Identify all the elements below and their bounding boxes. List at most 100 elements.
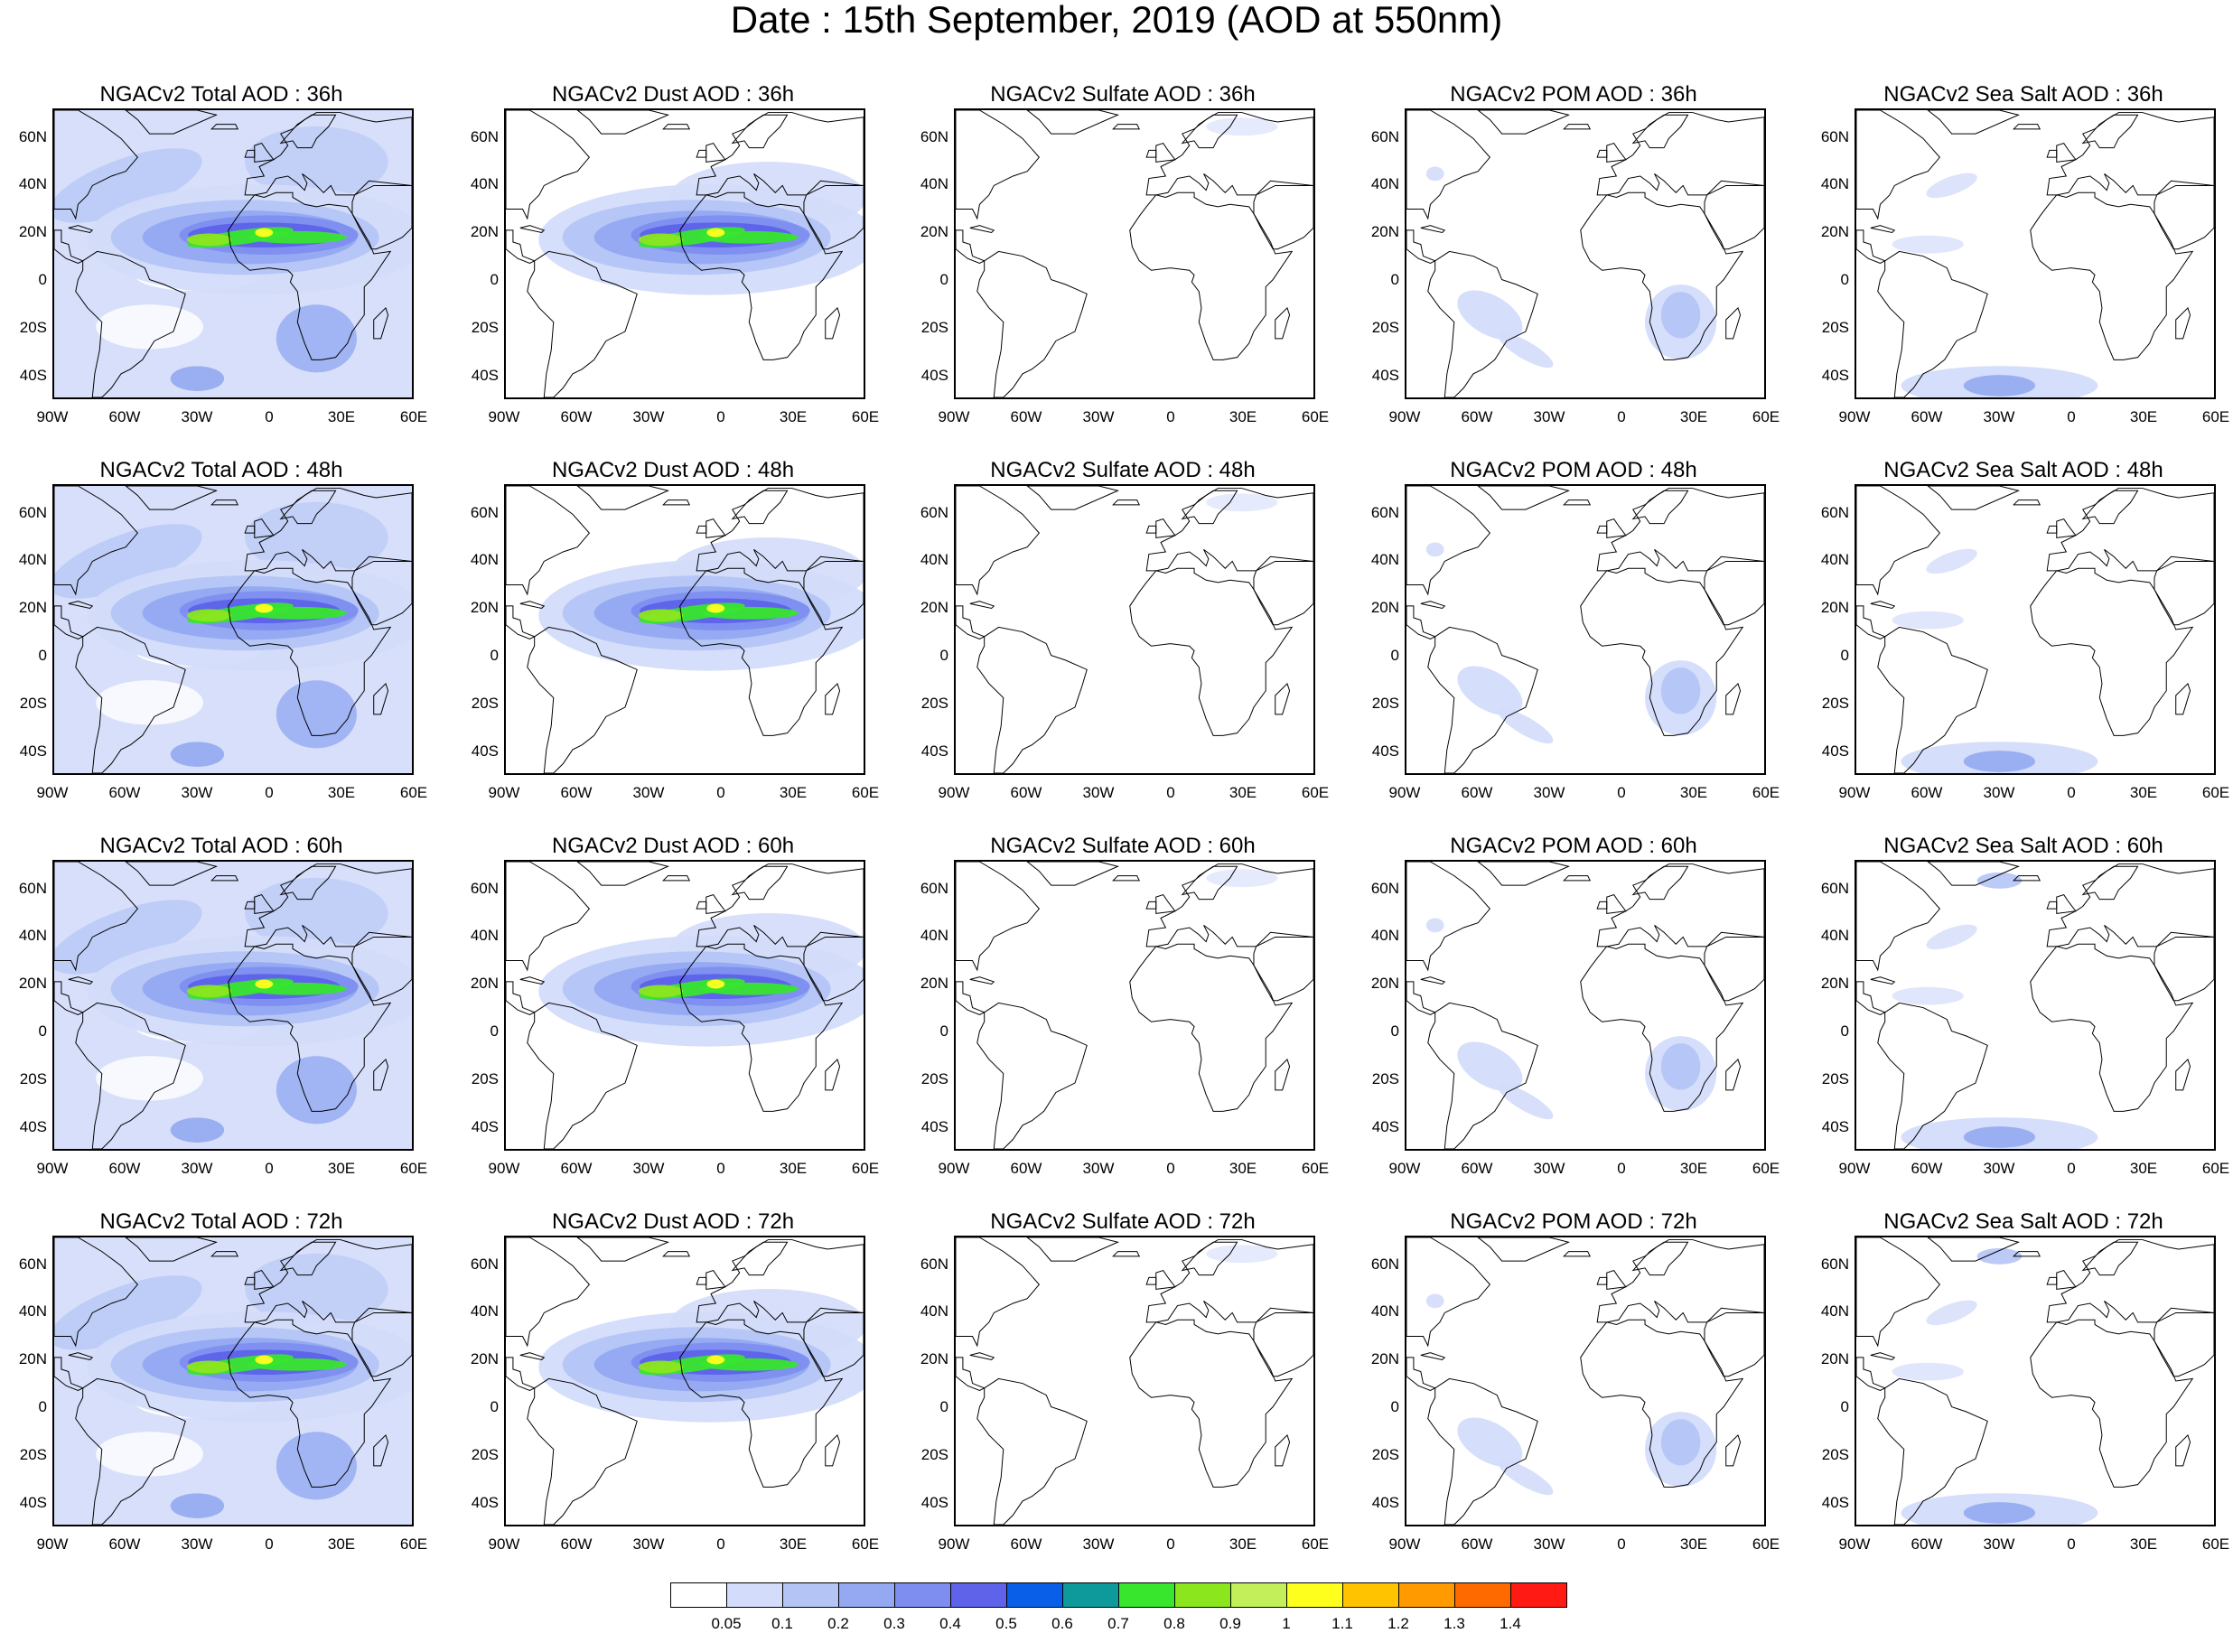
lat-tick-label: 60N <box>1820 127 1849 145</box>
map-panel: NGACv2 Sulfate AOD : 60h 60N 40N 20N 0 20S 40S… <box>902 835 1344 1205</box>
colorbar-label: 0.2 <box>827 1615 849 1632</box>
aod-map <box>54 1237 412 1525</box>
lat-tick-label: 20S <box>1371 1445 1399 1463</box>
lat-tick-label: 0 <box>939 647 948 665</box>
map-frame <box>1855 108 2216 399</box>
colorbar-label: 1.3 <box>1444 1615 1465 1632</box>
lon-tick-label: 0 <box>1617 408 1626 425</box>
lat-tick-label: 60N <box>470 127 499 145</box>
lat-tick-label: 20N <box>18 223 47 241</box>
colorbar-label: 0.5 <box>995 1615 1017 1632</box>
lon-tick-label: 0 <box>265 1535 274 1553</box>
panel-title: NGACv2 Sulfate AOD : 60h <box>990 834 1256 858</box>
panel-title: NGACv2 POM AOD : 48h <box>1450 458 1697 482</box>
lat-tick-label: 40S <box>471 366 499 384</box>
lat-tick-label: 20S <box>1371 1069 1399 1087</box>
lon-tick-label: 60E <box>2201 1160 2230 1177</box>
lon-tick-label: 30W <box>181 408 213 425</box>
panel-title: NGACv2 Total AOD : 48h <box>99 458 343 482</box>
lat-tick-label: 20N <box>920 975 948 993</box>
lon-tick-label: 60E <box>399 784 428 801</box>
lon-tick-label: 30E <box>2129 408 2158 425</box>
map-panel: NGACv2 Total AOD : 72h 60N 40N 20N 0 20S 40S 90… <box>0 1210 443 1581</box>
lat-tick-label: 40N <box>18 1302 47 1321</box>
panel-title: NGACv2 Dust AOD : 60h <box>551 834 795 858</box>
lat-tick-label: 60N <box>18 1255 47 1273</box>
map-panel: NGACv2 POM AOD : 72h 60N 40N 20N 0 20S 40S 90W 6… <box>1352 1210 1795 1581</box>
lat-tick-label: 40S <box>1371 366 1399 384</box>
lon-tick-label: 30W <box>181 1535 213 1553</box>
lat-tick-label: 40S <box>920 1493 948 1511</box>
aod-map <box>1856 1237 2214 1525</box>
lon-tick-label: 60W <box>1911 1535 1943 1553</box>
map-frame <box>954 484 1315 775</box>
lat-tick-label: 0 <box>939 271 948 289</box>
lon-tick-label: 60E <box>851 1160 880 1177</box>
lat-tick-label: 40N <box>18 927 47 945</box>
lat-tick-label: 60N <box>18 127 47 145</box>
lat-tick-label: 20N <box>1370 223 1399 241</box>
lon-tick-label: 30W <box>1983 1160 2015 1177</box>
lon-tick-label: 30W <box>1082 408 1115 425</box>
lon-tick-label: 30E <box>779 784 808 801</box>
lat-tick-label: 20N <box>18 975 47 993</box>
colorbar-swatch <box>726 1582 783 1608</box>
map-panel: NGACv2 POM AOD : 60h 60N 40N 20N 0 20S 40S 90W 6… <box>1352 835 1795 1205</box>
lon-tick-label: 30W <box>632 408 665 425</box>
lon-tick-label: 90W <box>1388 408 1421 425</box>
aod-map <box>506 862 864 1149</box>
lat-tick-label: 20N <box>1370 975 1399 993</box>
lon-tick-label: 60E <box>399 1535 428 1553</box>
map-frame <box>504 1236 865 1526</box>
lat-tick-label: 40S <box>920 366 948 384</box>
lon-tick-label: 60W <box>108 784 141 801</box>
lon-tick-label: 30W <box>1082 784 1115 801</box>
lat-tick-label: 0 <box>1390 271 1399 289</box>
lon-tick-label: 0 <box>1166 1535 1175 1553</box>
lat-tick-label: 0 <box>1840 271 1849 289</box>
lon-tick-label: 0 <box>2067 784 2076 801</box>
lat-tick-label: 20N <box>18 1350 47 1368</box>
colorbar-swatch <box>1118 1582 1175 1608</box>
lat-tick-label: 60N <box>1820 1255 1849 1273</box>
map-frame <box>1405 108 1766 399</box>
map-frame <box>1855 484 2216 775</box>
lat-tick-label: 60N <box>1370 127 1399 145</box>
lat-tick-label: 60N <box>1370 503 1399 521</box>
lon-tick-label: 30W <box>1082 1535 1115 1553</box>
lon-tick-label: 90W <box>36 1160 69 1177</box>
map-panel: NGACv2 Sea Salt AOD : 60h 60N 40N 20N 0 20S 40… <box>1802 835 2233 1205</box>
lon-tick-label: 60E <box>1301 408 1330 425</box>
aod-map <box>956 862 1313 1149</box>
lon-tick-label: 60E <box>1752 408 1780 425</box>
lon-tick-label: 90W <box>1388 1160 1421 1177</box>
lon-tick-label: 0 <box>716 408 725 425</box>
aod-map <box>54 486 412 773</box>
lon-tick-label: 60E <box>1752 1160 1780 1177</box>
lon-tick-label: 30E <box>2129 1160 2158 1177</box>
lat-tick-label: 40S <box>1821 742 1849 760</box>
panel-title: NGACv2 Total AOD : 72h <box>99 1209 343 1234</box>
lat-tick-label: 40N <box>470 551 499 569</box>
panel-title: NGACv2 Dust AOD : 36h <box>551 82 795 107</box>
lat-tick-label: 40S <box>1371 1493 1399 1511</box>
lat-tick-label: 20N <box>18 599 47 617</box>
lon-tick-label: 60W <box>1461 784 1493 801</box>
map-panel: NGACv2 POM AOD : 48h 60N 40N 20N 0 20S 40S 90W 6… <box>1352 459 1795 829</box>
lat-tick-label: 20N <box>920 223 948 241</box>
lon-tick-label: 30E <box>779 408 808 425</box>
colorbar-swatch <box>670 1582 727 1608</box>
lon-tick-label: 0 <box>1617 784 1626 801</box>
panel-title: NGACv2 Sea Salt AOD : 36h <box>1883 82 2163 107</box>
lat-tick-label: 40N <box>1370 551 1399 569</box>
panel-title: NGACv2 POM AOD : 60h <box>1450 834 1697 858</box>
lat-tick-label: 0 <box>490 1398 499 1416</box>
colorbar-swatch <box>1006 1582 1063 1608</box>
lon-tick-label: 90W <box>1388 1535 1421 1553</box>
lat-tick-label: 20S <box>1371 318 1399 336</box>
lat-tick-label: 40N <box>1370 927 1399 945</box>
lat-tick-label: 40N <box>18 175 47 193</box>
map-panel: NGACv2 Dust AOD : 72h 60N 40N 20N 0 20S 40S 90W… <box>452 1210 894 1581</box>
lat-tick-label: 60N <box>1370 879 1399 897</box>
lat-tick-label: 40S <box>19 1493 47 1511</box>
